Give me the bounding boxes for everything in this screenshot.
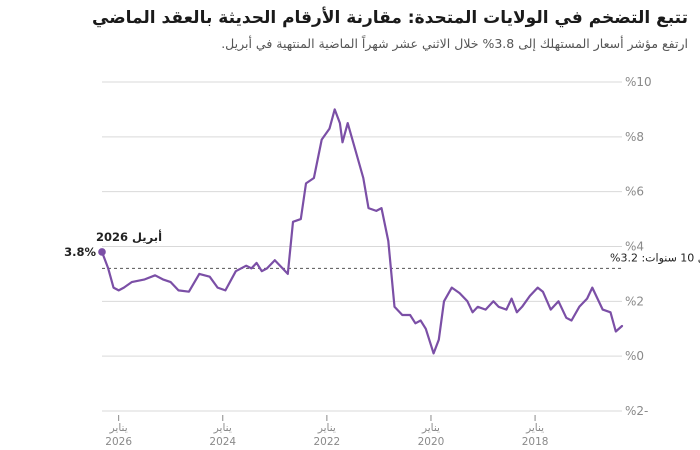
chart-subtitle: ارتفع مؤشر أسعار المستهلك إلى 3.8% خلال …	[221, 36, 688, 51]
reference-line-label: المتوسط على مدى 10 سنوات: 3.2%	[610, 251, 700, 264]
latest-point-marker	[98, 248, 106, 256]
cpi-series	[100, 108, 624, 355]
x-tick-year-label: 2022	[313, 436, 340, 448]
y-tick-label: %2-	[625, 404, 648, 418]
x-tick-month-label: يناير	[421, 422, 440, 434]
x-axis-ticks: يناير 2026 يناير 2024 يناير 2022 يناير 2020 يناي…	[105, 415, 548, 448]
y-tick-label: %8	[625, 130, 644, 144]
x-tick-year-label: 2024	[209, 436, 236, 448]
x-tick-year-label: 2026	[105, 436, 132, 448]
x-tick-year-label: 2018	[522, 436, 549, 448]
annotation-value-label: 3.8%	[64, 245, 96, 259]
x-tick-year-label: 2020	[418, 436, 445, 448]
ten-year-average-reference: المتوسط على مدى 10 سنوات: 3.2%	[102, 251, 700, 269]
y-tick-label: %10	[625, 75, 652, 89]
y-tick-label: %4	[625, 240, 644, 254]
chart-title: تتبع التضخم في الولايات المتحدة: مقارنة …	[92, 8, 688, 28]
x-tick-month-label: يناير	[317, 422, 336, 434]
y-tick-label: %2	[625, 294, 644, 308]
x-tick-month-label: يناير	[109, 422, 128, 434]
y-tick-label: %0	[625, 349, 644, 363]
y-tick-label: %6	[625, 185, 644, 199]
y-axis-tick-labels: %10 %8 %6 %4 %2 %0 %2-	[625, 75, 652, 418]
x-tick-month-label: يناير	[525, 422, 544, 434]
y-gridlines	[102, 81, 622, 412]
annotation-date-label: أبريل 2026	[96, 229, 162, 244]
x-tick-month-label: يناير	[213, 422, 232, 434]
cpi-line	[100, 108, 624, 355]
